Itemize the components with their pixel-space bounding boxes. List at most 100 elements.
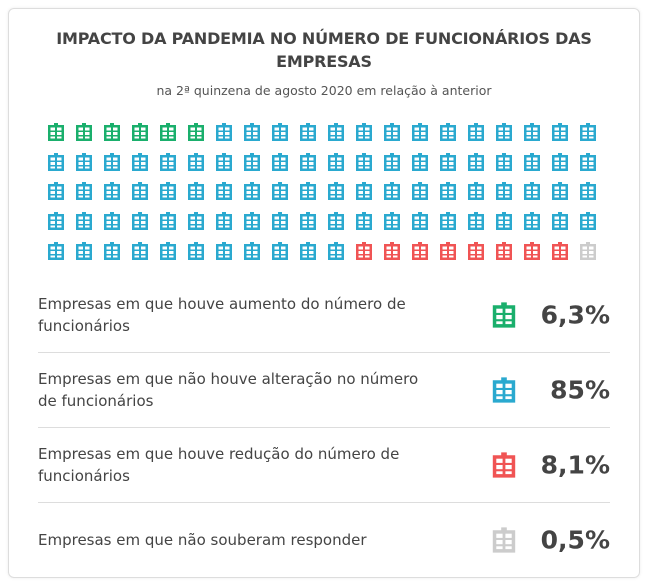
waffle-icon-building <box>524 241 540 260</box>
waffle-icon-building <box>440 212 456 231</box>
chart-title: IMPACTO DA PANDEMIA NO NÚMERO DE FUNCION… <box>0 27 648 73</box>
waffle-icon-building <box>496 182 512 201</box>
legend-label: Empresas em que houve redução do número … <box>38 445 400 485</box>
waffle-icon-building <box>216 152 232 171</box>
waffle-icon-building <box>76 241 92 260</box>
building-icon <box>492 377 516 403</box>
waffle-icon-building <box>132 152 148 171</box>
waffle-icon-building <box>552 241 568 260</box>
waffle-icon-building <box>496 212 512 231</box>
waffle-icon-building <box>328 182 344 201</box>
waffle-icon-building <box>132 212 148 231</box>
waffle-icon-building <box>76 123 92 141</box>
waffle-icon-building <box>356 241 372 260</box>
waffle-icon-building <box>412 182 428 201</box>
waffle-icon-building <box>384 212 400 231</box>
waffle-icon-building <box>216 182 232 201</box>
waffle-icon-building <box>160 241 176 260</box>
waffle-icon-building <box>300 241 316 260</box>
legend-label: Empresas em que houve aumento do número … <box>38 295 406 335</box>
building-icon <box>492 527 516 553</box>
legend-row-decrease: Empresas em que houve redução do número … <box>38 428 610 503</box>
waffle-icon-building <box>356 123 372 141</box>
legend-value: 6,3% <box>540 300 610 330</box>
waffle-icon-building <box>384 241 400 260</box>
waffle-icon-building <box>552 182 568 201</box>
waffle-icon-building <box>48 182 64 201</box>
waffle-icon-building <box>552 152 568 171</box>
waffle-icon-building <box>104 212 120 231</box>
infographic-card <box>8 8 640 578</box>
waffle-icon-building <box>580 182 596 201</box>
waffle-icon-building <box>160 123 176 141</box>
waffle-icon-building <box>104 152 120 171</box>
waffle-icon-building <box>48 241 64 260</box>
waffle-icon-building <box>328 123 344 141</box>
building-icon <box>492 452 516 478</box>
waffle-icon-building <box>580 152 596 171</box>
waffle-icon-building <box>524 152 540 171</box>
waffle-icon-building <box>328 152 344 171</box>
waffle-icon-building <box>384 182 400 201</box>
building-icon <box>492 302 516 328</box>
legend-row-unknown: Empresas em que não souberam responder 0… <box>38 503 610 577</box>
waffle-icon-building <box>188 212 204 231</box>
title-text: IMPACTO DA PANDEMIA NO NÚMERO DE FUNCION… <box>56 29 592 71</box>
waffle-icon-building <box>188 182 204 201</box>
waffle-icon-building <box>160 212 176 231</box>
waffle-icon-building <box>496 152 512 171</box>
waffle-icon-building <box>188 152 204 171</box>
waffle-icon-building <box>48 123 64 141</box>
waffle-icon-building <box>300 182 316 201</box>
waffle-icon-building <box>412 212 428 231</box>
waffle-icon-building <box>384 123 400 141</box>
waffle-icon-building <box>132 241 148 260</box>
waffle-icon-building <box>244 152 260 171</box>
waffle-icon-building <box>552 123 568 141</box>
waffle-icon-building <box>356 182 372 201</box>
waffle-icon-building <box>440 123 456 141</box>
waffle-icon-building <box>48 212 64 231</box>
waffle-icon-building <box>412 152 428 171</box>
waffle-icon-building <box>468 241 484 260</box>
waffle-icon-building <box>552 212 568 231</box>
waffle-icon-building <box>272 241 288 260</box>
legend-row-increase: Empresas em que houve aumento do número … <box>38 278 610 353</box>
waffle-icon-building <box>48 152 64 171</box>
waffle-icon-building <box>300 212 316 231</box>
legend-value: 85% <box>550 375 610 405</box>
legend-value: 0,5% <box>540 525 610 555</box>
waffle-icon-building <box>524 123 540 141</box>
waffle-icon-building <box>412 241 428 260</box>
waffle-icon-building <box>216 241 232 260</box>
waffle-icon-building <box>244 241 260 260</box>
chart-subtitle: na 2ª quinzena de agosto 2020 em relação… <box>156 83 492 98</box>
waffle-icon-building <box>188 241 204 260</box>
waffle-icon-building <box>328 241 344 260</box>
waffle-icon-building <box>76 152 92 171</box>
waffle-icon-building <box>76 182 92 201</box>
waffle-icon-building <box>580 123 596 141</box>
waffle-icon-building <box>216 212 232 231</box>
legend-row-unchanged: Empresas em que não houve alteração no n… <box>38 353 610 428</box>
legend-label: Empresas em que não houve alteração no n… <box>38 370 419 410</box>
waffle-icon-building <box>440 241 456 260</box>
waffle-icon-building <box>272 182 288 201</box>
waffle-icon-building <box>580 212 596 231</box>
waffle-icon-building <box>160 152 176 171</box>
waffle-icon-building <box>356 152 372 171</box>
waffle-icon-building <box>272 123 288 141</box>
legend-value: 8,1% <box>540 450 610 480</box>
waffle-icon-building <box>524 182 540 201</box>
waffle-icon-building <box>216 123 232 141</box>
waffle-icon-building <box>272 152 288 171</box>
waffle-icon-building <box>524 212 540 231</box>
waffle-icon-building <box>384 152 400 171</box>
waffle-icon-building <box>76 212 92 231</box>
waffle-icon-building <box>468 182 484 201</box>
waffle-icon-building <box>244 123 260 141</box>
waffle-icon-building <box>188 123 204 141</box>
waffle-icon-building <box>580 241 596 260</box>
waffle-icon-building <box>496 123 512 141</box>
waffle-icon-building <box>300 152 316 171</box>
